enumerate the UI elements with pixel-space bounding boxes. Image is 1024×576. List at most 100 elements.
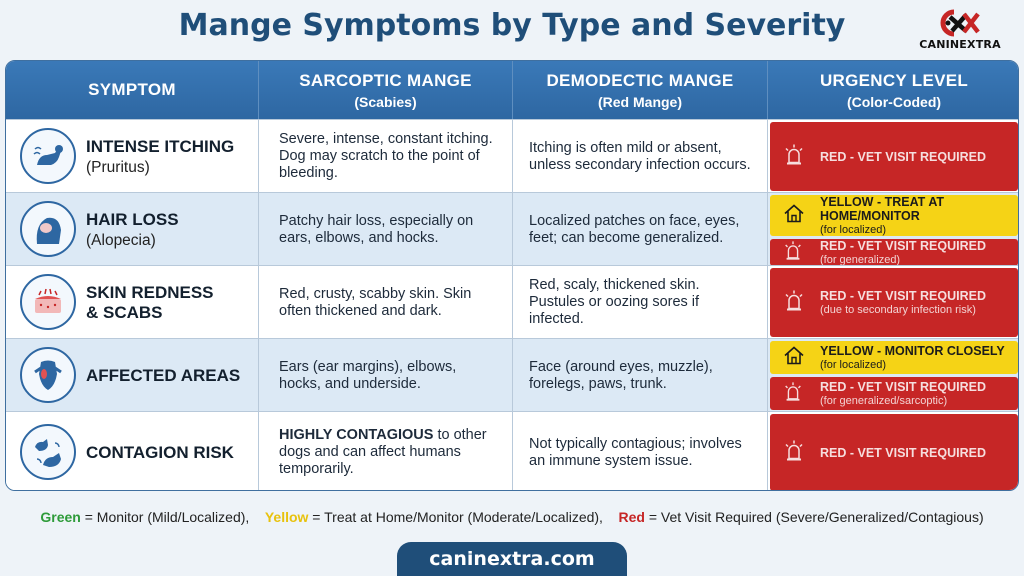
header-urgency: URGENCY LEVEL (Color-Coded)	[768, 61, 1018, 119]
symptom-name: CONTAGION RISK	[86, 442, 234, 462]
brand-logo: CANINEXTRA	[910, 8, 1010, 58]
urgency-label: YELLOW - MONITOR CLOSELY	[820, 344, 1005, 358]
sarcoptic-text: Patchy hair loss, especially on ears, el…	[279, 212, 474, 246]
symptom-cell: CONTAGION RISK	[6, 412, 259, 490]
urgency-label: RED - VET VISIT REQUIRED	[820, 380, 986, 394]
urgency-label: RED - VET VISIT REQUIRED	[820, 239, 986, 253]
alarm-siren-icon	[782, 239, 804, 266]
header-sarcoptic: SARCOPTIC MANGE (Scabies)	[259, 61, 513, 119]
urgency-label: RED - VET VISIT REQUIRED	[820, 445, 986, 460]
urgency-note: (for generalized)	[820, 254, 901, 266]
urgency-label: YELLOW - TREAT AT HOME/MONITOR	[820, 195, 945, 223]
demodectic-text: Face (around eyes, muzzle), forelegs, pa…	[529, 358, 713, 392]
urgency-badge-yellow: YELLOW - TREAT AT HOME/MONITOR (for loca…	[770, 195, 1018, 236]
alarm-siren-icon	[782, 142, 806, 171]
header-urgency-label: URGENCY LEVEL	[819, 70, 969, 90]
header-symptom-label: SYMPTOM	[88, 80, 176, 99]
urgency-cell: RED - VET VISIT REQUIRED (due to seconda…	[768, 266, 1018, 339]
urgency-cell: RED - VET VISIT REQUIRED	[768, 412, 1018, 490]
table-row: INTENSE ITCHING (Pruritus) Severe, inten…	[6, 119, 1018, 193]
website-link[interactable]: caninextra.com	[397, 542, 627, 576]
table-row: CONTAGION RISK HIGHLY CONTAGIOUS to othe…	[6, 411, 1018, 490]
home-icon	[782, 201, 806, 230]
symptom-cell: SKIN REDNESS & SCABS	[6, 266, 259, 339]
sarcoptic-bold-text: HIGHLY CONTAGIOUS	[279, 427, 434, 443]
affected-areas-icon	[20, 347, 76, 403]
urgency-badge-red: RED - VET VISIT REQUIRED (for generalize…	[770, 239, 1018, 266]
brand-name: CANINEXTRA	[919, 38, 1001, 51]
canine-paw-x-icon	[940, 9, 980, 37]
sarcoptic-cell: Ears (ear margins), elbows, hocks, and u…	[259, 339, 513, 412]
urgency-cell: YELLOW - MONITOR CLOSELY (for localized)…	[768, 339, 1018, 412]
legend-yellow-text: = Treat at Home/Monitor (Moderate/Locali…	[308, 509, 603, 525]
two-dogs-contagion-icon	[20, 424, 76, 480]
header-sarcoptic-sub: (Scabies)	[354, 93, 417, 110]
urgency-badge-red: RED - VET VISIT REQUIRED (due to seconda…	[770, 268, 1018, 337]
scratching-dog-icon	[20, 128, 76, 184]
sarcoptic-text: HIGHLY CONTAGIOUS to other dogs and can …	[279, 427, 502, 478]
hair-loss-icon	[20, 201, 76, 257]
symptom-sub: (Pruritus)	[86, 158, 150, 176]
symptom-table: SYMPTOM SARCOPTIC MANGE (Scabies) DEMODE…	[5, 60, 1019, 491]
sarcoptic-cell: HIGHLY CONTAGIOUS to other dogs and can …	[259, 412, 513, 490]
legend-green-text: = Monitor (Mild/Localized),	[80, 509, 250, 525]
table-row: HAIR LOSS (Alopecia) Patchy hair loss, e…	[6, 192, 1018, 266]
demodectic-cell: Red, scaly, thickened skin. Pustules or …	[513, 266, 768, 339]
symptom-cell: HAIR LOSS (Alopecia)	[6, 193, 259, 266]
demodectic-cell: Face (around eyes, muzzle), forelegs, pa…	[513, 339, 768, 412]
urgency-badge-yellow: YELLOW - MONITOR CLOSELY (for localized)	[770, 341, 1018, 374]
symptom-name: INTENSE ITCHING	[86, 136, 235, 156]
urgency-badge-red: RED - VET VISIT REQUIRED (for generalize…	[770, 377, 1018, 410]
alarm-siren-icon	[782, 438, 806, 467]
demodectic-text: Localized patches on face, eyes, feet; c…	[529, 212, 740, 246]
urgency-note: (for generalized/sarcoptic)	[820, 395, 948, 407]
table-row: SKIN REDNESS & SCABS Red, crusty, scabby…	[6, 265, 1018, 339]
alarm-siren-icon	[782, 288, 806, 317]
legend-green: Green	[40, 509, 81, 525]
urgency-badge-red: RED - VET VISIT REQUIRED	[770, 414, 1018, 490]
sarcoptic-text: Severe, intense, constant itching. Dog m…	[279, 131, 493, 181]
table-header: SYMPTOM SARCOPTIC MANGE (Scabies) DEMODE…	[6, 61, 1018, 119]
urgency-note: (for localized)	[820, 359, 887, 371]
urgency-badge-red: RED - VET VISIT REQUIRED	[770, 122, 1018, 191]
header-sarcoptic-label: SARCOPTIC MANGE	[299, 70, 472, 90]
legend-red: Red	[618, 509, 645, 525]
sarcoptic-cell: Patchy hair loss, especially on ears, el…	[259, 193, 513, 266]
demodectic-text: Red, scaly, thickened skin. Pustules or …	[529, 277, 700, 327]
symptom-cell: INTENSE ITCHING (Pruritus)	[6, 120, 259, 193]
header-demodectic-sub: (Red Mange)	[598, 93, 682, 110]
header-symptom: SYMPTOM	[6, 61, 259, 119]
symptom-name: AFFECTED AREAS	[86, 365, 241, 385]
symptom-cell: AFFECTED AREAS	[6, 339, 259, 412]
demodectic-cell: Not typically contagious; involves an im…	[513, 412, 768, 490]
symptom-sub: (Alopecia)	[86, 231, 156, 249]
demodectic-cell: Itching is often mild or absent, unless …	[513, 120, 768, 193]
home-icon	[782, 343, 806, 372]
urgency-label: RED - VET VISIT REQUIRED	[820, 149, 986, 164]
sarcoptic-text: Red, crusty, scabby skin. Skin often thi…	[279, 285, 472, 319]
legend-red-text: = Vet Visit Required (Severe/Generalized…	[644, 509, 984, 525]
table-row: AFFECTED AREAS Ears (ear margins), elbow…	[6, 338, 1018, 412]
urgency-note: (due to secondary infection risk)	[820, 304, 976, 316]
color-legend: Green = Monitor (Mild/Localized), Yellow…	[0, 509, 1024, 525]
sarcoptic-cell: Red, crusty, scabby skin. Skin often thi…	[259, 266, 513, 339]
demodectic-text: Itching is often mild or absent, unless …	[529, 139, 751, 173]
alarm-siren-icon	[782, 380, 804, 407]
legend-yellow: Yellow	[264, 509, 309, 525]
urgency-cell: RED - VET VISIT REQUIRED	[768, 120, 1018, 193]
urgency-label: RED - VET VISIT REQUIRED	[820, 289, 986, 303]
sarcoptic-text: Ears (ear margins), elbows, hocks, and u…	[279, 358, 457, 392]
sarcoptic-cell: Severe, intense, constant itching. Dog m…	[259, 120, 513, 193]
header-urgency-sub: (Color-Coded)	[846, 93, 942, 110]
sarcoptic-rest-text: to other dogs and can affect humans temp…	[279, 427, 487, 477]
symptom-name: HAIR LOSS	[86, 209, 179, 229]
header-demodectic-label: DEMODECTIC MANGE	[546, 70, 734, 90]
page-title: Mange Symptoms by Type and Severity	[178, 8, 846, 43]
symptom-name-line2: & SCABS	[86, 302, 163, 322]
demodectic-text: Not typically contagious; involves an im…	[529, 435, 742, 469]
header-demodectic: DEMODECTIC MANGE (Red Mange)	[513, 61, 768, 119]
urgency-cell: YELLOW - TREAT AT HOME/MONITOR (for loca…	[768, 193, 1018, 266]
urgency-note: (for localized)	[820, 224, 887, 236]
demodectic-cell: Localized patches on face, eyes, feet; c…	[513, 193, 768, 266]
symptom-name: SKIN REDNESS	[86, 282, 214, 302]
